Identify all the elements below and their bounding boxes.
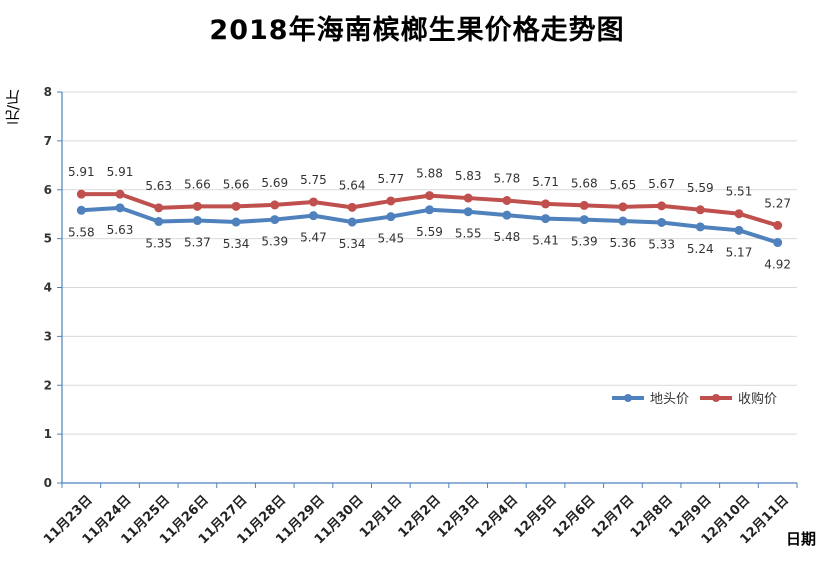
data-label-2: 5.78 [494,172,521,186]
data-point-1 [579,215,589,225]
data-point-2 [270,200,280,210]
data-label-2: 5.66 [184,177,211,191]
data-point-2 [425,191,434,201]
data-label-2: 5.64 [339,178,366,192]
x-axis-label: 日期 [786,530,817,548]
data-point-2 [386,196,396,206]
y-tick-label: 3 [44,329,52,343]
data-point-2 [76,189,86,199]
data-label-2: 5.59 [687,181,714,195]
y-tick-label: 1 [44,427,52,441]
data-point-1 [734,225,744,235]
data-label-2: 5.66 [223,177,250,191]
data-label-1: 5.24 [687,242,714,256]
data-point-2 [115,189,125,199]
data-point-2 [154,203,164,213]
data-point-1 [76,205,86,215]
data-label-1: 5.39 [261,235,288,249]
y-tick-label: 2 [44,378,52,392]
legend-label-2: 收购价 [738,391,777,407]
y-tick-label: 4 [44,281,52,295]
data-point-1 [773,238,783,248]
data-label-1: 5.35 [145,237,172,251]
data-label-1: 5.47 [300,231,327,245]
data-label-1: 5.45 [377,232,404,246]
data-label-1: 5.34 [339,237,366,251]
data-label-1: 5.63 [107,223,134,237]
data-label-1: 5.39 [571,235,598,249]
data-label-2: 5.91 [107,165,134,179]
data-label-1: 5.37 [184,236,211,250]
data-point-1 [154,217,164,227]
chart-title: 2018年海南槟榔生果价格走势图 [209,15,625,46]
data-point-1 [463,207,473,217]
data-point-2 [347,202,357,212]
data-point-2 [231,201,241,211]
data-point-2 [773,220,783,230]
legend-marker-2 [712,394,720,402]
data-point-2 [192,201,202,211]
data-point-2 [695,205,705,215]
data-label-1: 5.59 [416,225,443,239]
data-point-1 [425,205,434,215]
legend-label-1: 地头价 [650,392,689,407]
data-point-1 [386,212,396,222]
data-point-2 [502,196,512,206]
data-label-1: 5.17 [726,245,753,259]
data-label-2: 5.91 [68,165,95,179]
y-tick-label: 7 [44,134,52,148]
data-label-1: 5.48 [494,230,521,244]
data-point-1 [618,216,628,226]
data-point-1 [502,210,512,220]
data-label-1: 5.55 [455,227,482,241]
data-point-2 [734,209,744,219]
data-point-1 [657,217,667,227]
data-point-2 [579,200,589,210]
y-tick-label: 6 [44,183,52,197]
data-point-1 [541,214,551,224]
data-point-1 [308,211,318,221]
data-label-2: 5.88 [416,167,443,181]
data-label-1: 5.58 [68,225,95,239]
data-label-1: 4.92 [764,258,791,272]
legend-marker-1 [624,394,632,402]
data-point-2 [308,197,318,207]
data-point-1 [270,215,280,225]
data-label-2: 5.75 [300,173,327,187]
data-point-1 [192,216,202,226]
data-point-1 [695,222,705,232]
data-point-2 [657,201,667,211]
y-tick-label: 5 [44,232,52,246]
data-label-2: 5.65 [610,178,637,192]
data-label-2: 5.77 [377,172,404,186]
data-label-2: 5.27 [764,196,791,210]
data-label-1: 5.41 [532,234,559,248]
y-tick-label: 8 [44,85,52,99]
data-point-2 [618,202,628,212]
data-label-2: 5.71 [532,175,559,189]
data-point-2 [541,199,551,209]
data-label-1: 5.33 [648,237,675,251]
data-point-2 [463,193,473,203]
data-point-1 [115,203,125,213]
data-point-1 [231,217,241,227]
data-label-2: 5.83 [455,169,482,183]
data-point-1 [347,217,357,227]
data-label-2: 5.69 [261,176,288,190]
data-label-1: 5.34 [223,237,250,251]
data-label-2: 5.63 [145,179,172,193]
data-label-2: 5.51 [726,185,753,199]
data-label-2: 5.68 [571,176,598,190]
data-label-1: 5.36 [610,236,637,250]
y-tick-label: 0 [44,476,52,490]
data-label-2: 5.67 [648,177,675,191]
